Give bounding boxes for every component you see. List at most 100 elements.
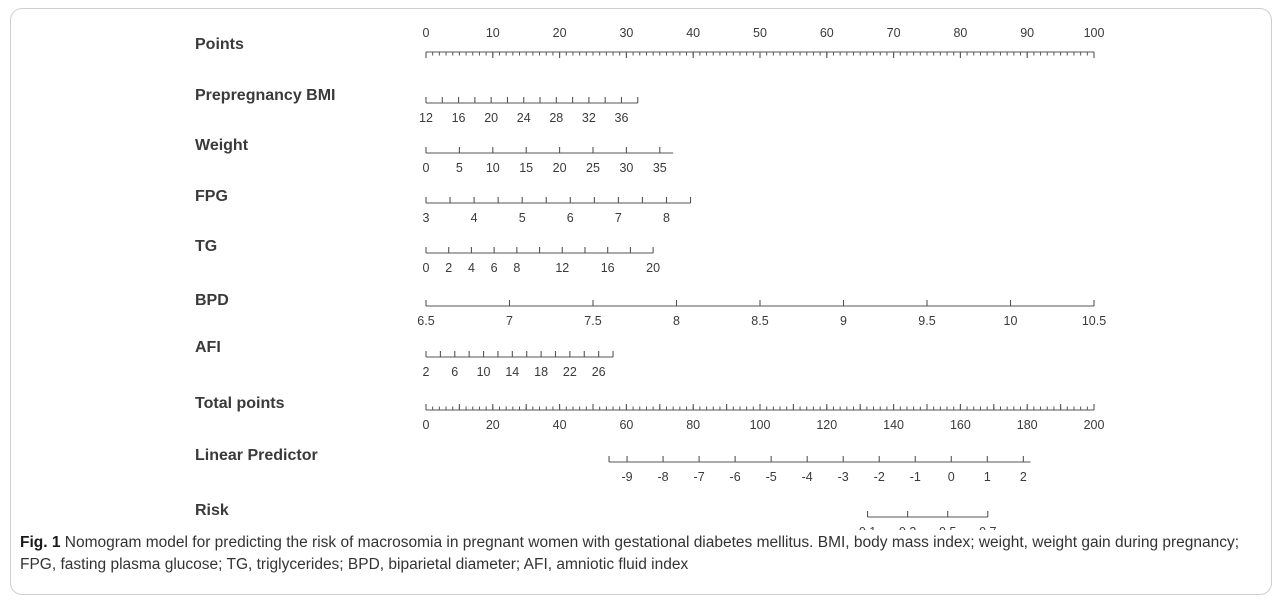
tick-label: 4 [471,211,478,225]
tick-label: 0.5 [939,525,956,530]
tick-label: 35 [653,161,667,175]
scale-prepregnancy-bmi: Prepregnancy BMI 12 16 20 24 28 32 36 [195,87,639,125]
scale-bpd: BPD 6.5 7 7.5 8 8.5 9 9.5 10 10.5 [195,292,1106,328]
tick-label: 120 [816,418,837,432]
tick-label: 16 [452,111,466,125]
tick-label: -6 [730,470,741,484]
variable-label: AFI [195,339,221,356]
tick-label: 10 [486,26,500,40]
tick-label: 0 [948,470,955,484]
tick-label: 2 [423,365,430,379]
variable-label: Prepregnancy BMI [195,87,335,104]
tick-label: 6 [451,365,458,379]
tick-label: 12 [555,261,569,275]
tick-label: 0.7 [979,525,996,530]
tick-label: 15 [519,161,533,175]
tick-label: -9 [621,470,632,484]
tick-label: 10.5 [1082,314,1106,328]
tick-label: 18 [534,365,548,379]
tick-label: 200 [1084,418,1105,432]
scale-tg: TG 0 2 4 6 8 12 16 20 [195,238,660,275]
tick-label: 10 [1004,314,1018,328]
tick-label: 1 [984,470,991,484]
tick-label: 160 [950,418,971,432]
tick-label: 0 [423,418,430,432]
tick-label: 20 [553,161,567,175]
tick-label: 40 [553,418,567,432]
figure-label: Fig. 1 [20,534,61,551]
tick-label: 180 [1017,418,1038,432]
tick-label: 9.5 [918,314,935,328]
tick-label: 60 [619,418,633,432]
tick-label: 7 [615,211,622,225]
tick-label: -8 [658,470,669,484]
tick-label: 0.3 [899,525,916,530]
tick-label: -5 [766,470,777,484]
scale-points: Points 0 10 20 30 40 50 60 70 80 90 100 [195,26,1104,58]
tick-label: 8 [663,211,670,225]
variable-label: Linear Predictor [195,447,318,464]
tick-label: 20 [646,261,660,275]
tick-label: 6 [567,211,574,225]
scale-weight: Weight 0 5 10 15 20 25 30 35 [195,137,674,175]
scale-linear-predictor: Linear Predictor -9 -8 -7 -6 -5 -4 -3 -2 -1 0 1 2 [195,447,1031,484]
tick-label: -1 [910,470,921,484]
scale-risk: Risk 0.1 0.3 0.5 0.7 [195,502,997,530]
variable-label: BPD [195,292,229,309]
tick-label: 32 [582,111,596,125]
variable-label: Total points [195,395,285,412]
tick-label: 2 [445,261,452,275]
tick-label: 36 [615,111,629,125]
tick-label: 12 [419,111,433,125]
tick-label: 7.5 [584,314,601,328]
tick-label: 28 [549,111,563,125]
tick-label: 100 [750,418,771,432]
tick-label: 6.5 [417,314,434,328]
tick-label: -7 [694,470,705,484]
tick-label: 5 [456,161,463,175]
tick-label: -4 [802,470,813,484]
scale-fpg: FPG 3 4 5 6 7 8 [195,188,692,225]
tick-label: 16 [601,261,615,275]
tick-label: -3 [838,470,849,484]
tick-label: 80 [953,26,967,40]
figure-frame [10,8,1272,595]
tick-label: 20 [553,26,567,40]
variable-label: FPG [195,188,228,205]
tick-label: 8 [513,261,520,275]
tick-label: 6 [491,261,498,275]
tick-label: 9 [840,314,847,328]
tick-label: 20 [486,418,500,432]
tick-label: 20 [484,111,498,125]
tick-label: 70 [887,26,901,40]
tick-label: 8 [673,314,680,328]
tick-label: 5 [519,211,526,225]
tick-label: 26 [592,365,606,379]
tick-label: 7 [506,314,513,328]
tick-label: 30 [619,26,633,40]
tick-label: 10 [486,161,500,175]
tick-label: 140 [883,418,904,432]
tick-label: 10 [477,365,491,379]
scale-total-points: Total points 0 20 40 60 80 100 120 140 160 180 200 [195,395,1104,432]
tick-label: 25 [586,161,600,175]
tick-label: 24 [517,111,531,125]
figure-caption: Fig. 1 Nomogram model for predicting the… [20,532,1260,576]
caption-text: Nomogram model for predicting the risk o… [20,534,1240,573]
tick-label: 50 [753,26,767,40]
tick-label: 2 [1020,470,1027,484]
tick-label: 0 [423,161,430,175]
tick-label: 22 [563,365,577,379]
tick-label: 0.1 [859,525,876,530]
variable-label: TG [195,238,217,255]
tick-label: 60 [820,26,834,40]
variable-label: Risk [195,502,229,519]
variable-label: Points [195,36,244,53]
tick-label: -2 [874,470,885,484]
tick-label: 14 [505,365,519,379]
variable-label: Weight [195,137,249,154]
tick-label: 30 [619,161,633,175]
tick-label: 4 [468,261,475,275]
